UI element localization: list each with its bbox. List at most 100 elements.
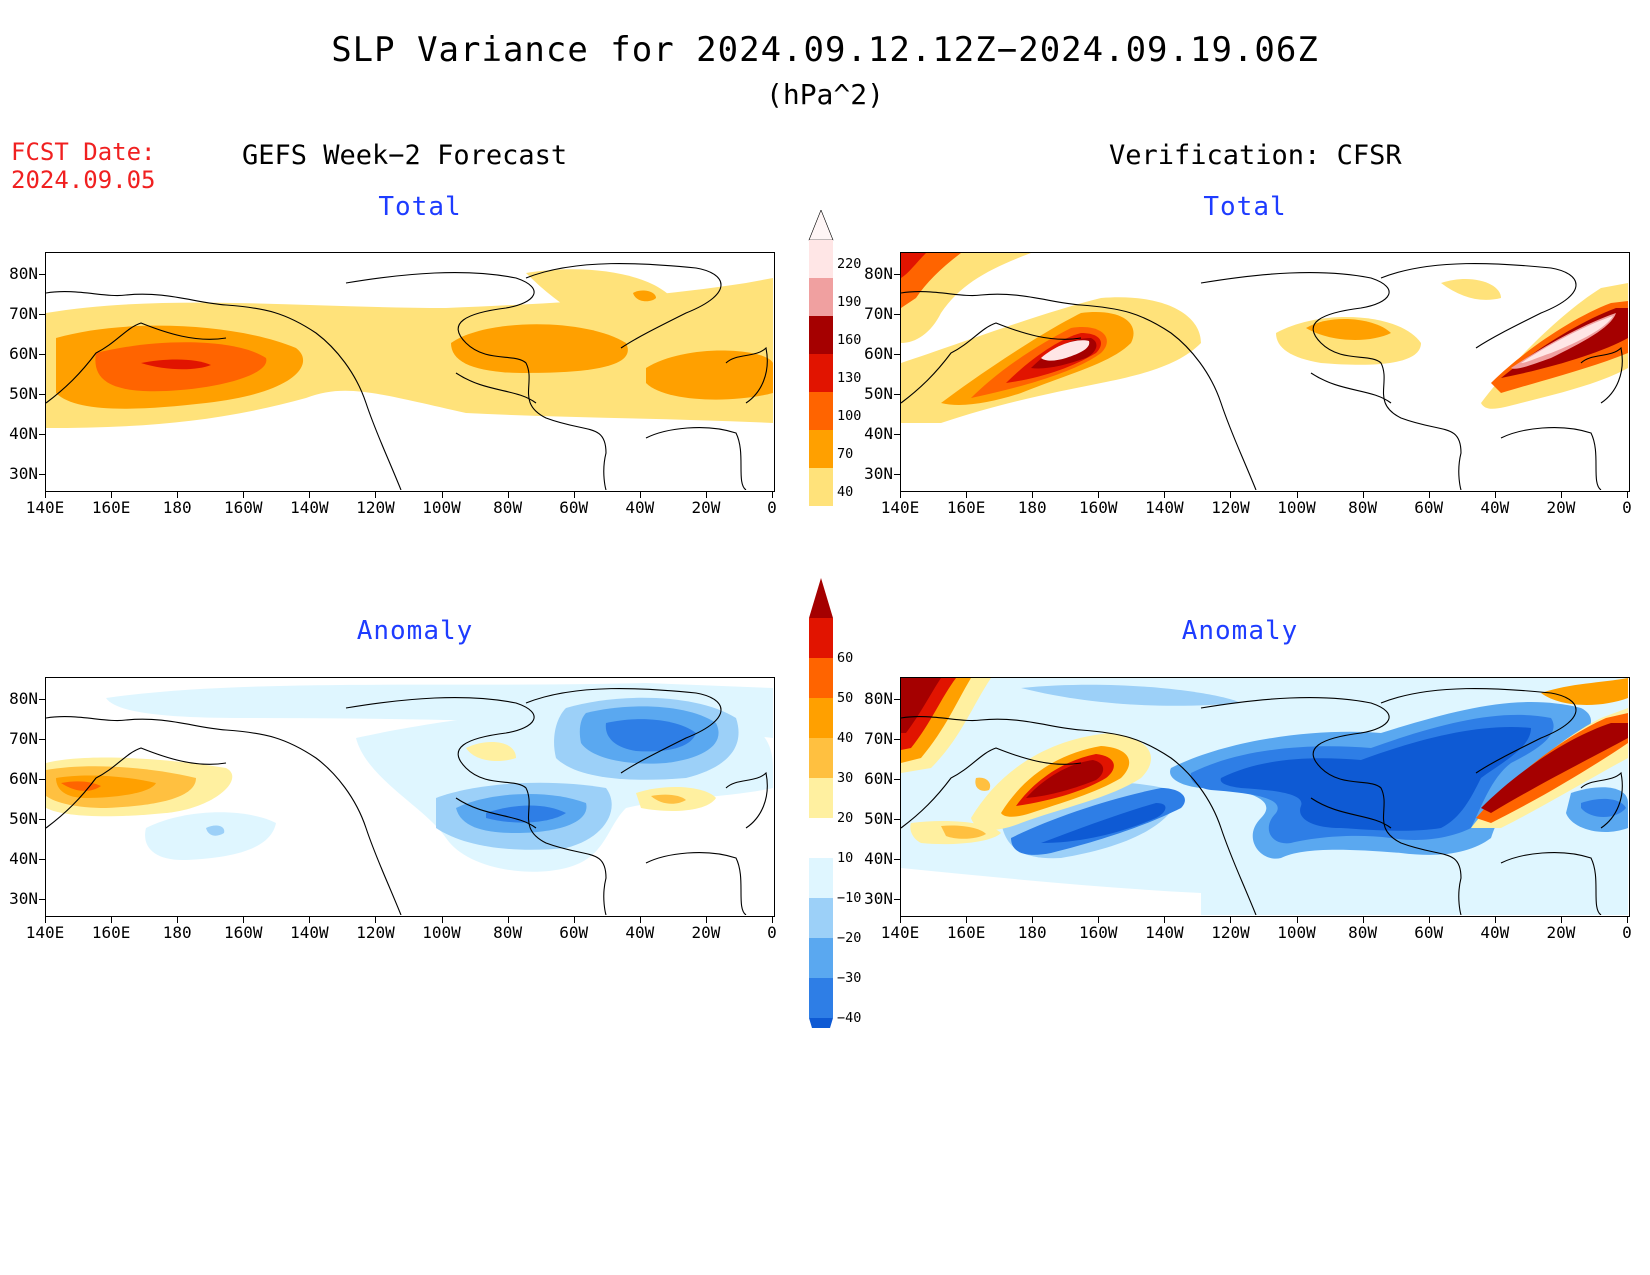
lat-tick-mark <box>894 859 900 860</box>
colorbar-anomaly-level: −20 <box>837 930 862 946</box>
lat-tick-mark <box>39 314 45 315</box>
colorbar-anomaly: 60 50 40 30 20 10 −10 −20 −30 −40 <box>805 578 885 1028</box>
forecast-date-value: 2024.09.05 <box>11 166 156 194</box>
lon-tick-verification-anomaly: 100W <box>1277 923 1316 942</box>
colorbar-anomaly-level: −10 <box>837 890 862 906</box>
lon-tick-verification-total: 80W <box>1348 498 1378 517</box>
colorbar-swatch <box>809 278 833 316</box>
lon-tick-verification-total: 120W <box>1211 498 1250 517</box>
lat-tick-mark <box>894 699 900 700</box>
lon-tick-forecast-total: 80W <box>493 498 523 517</box>
chart-title: SLP Variance for 2024.09.12.12Z−2024.09.… <box>331 30 1319 70</box>
lat-tick-mark <box>894 899 900 900</box>
lat-tick-verification-anomaly: 60N <box>864 769 893 788</box>
lat-tick-forecast-total: 50N <box>9 384 38 403</box>
lat-tick-mark <box>39 394 45 395</box>
colorbar-swatch <box>809 698 833 738</box>
lat-tick-forecast-anomaly: 40N <box>9 849 38 868</box>
lon-tick-forecast-anomaly: 160E <box>91 923 131 942</box>
lat-tick-mark <box>894 819 900 820</box>
lon-tick-forecast-total: 160W <box>224 498 263 517</box>
lon-tick-mark <box>1230 917 1232 923</box>
lat-tick-forecast-anomaly: 80N <box>9 689 38 708</box>
lon-tick-forecast-anomaly: 80W <box>493 923 523 942</box>
forecast-date: FCST Date: 2024.09.05 <box>11 138 156 194</box>
lon-tick-mark <box>111 492 113 498</box>
lon-tick-forecast-anomaly: 20W <box>691 923 721 942</box>
lon-tick-mark <box>1627 492 1628 498</box>
lon-tick-mark <box>900 917 901 923</box>
lon-tick-verification-total: 60W <box>1414 498 1444 517</box>
lon-tick-verification-total: 100W <box>1277 498 1316 517</box>
lon-tick-verification-anomaly: 160E <box>946 923 986 942</box>
lat-tick-verification-anomaly: 80N <box>864 689 893 708</box>
lon-tick-forecast-total: 160E <box>91 498 131 517</box>
lon-tick-forecast-anomaly: 100W <box>422 923 461 942</box>
lat-tick-mark <box>894 434 900 435</box>
lon-tick-forecast-anomaly: 140E <box>25 923 65 942</box>
lat-tick-forecast-total: 60N <box>9 344 38 363</box>
lon-tick-verification-total: 140W <box>1145 498 1184 517</box>
lat-tick-mark <box>894 779 900 780</box>
right-heading: Verification: CFSR <box>1109 140 1402 171</box>
lon-tick-mark <box>243 492 245 498</box>
lon-tick-mark <box>507 917 509 923</box>
lon-tick-mark <box>177 917 179 923</box>
lon-tick-mark <box>441 492 443 498</box>
lat-tick-mark <box>39 354 45 355</box>
map-verification-total <box>900 252 1630 492</box>
colorbar-anomaly-level: 40 <box>837 730 854 746</box>
lon-tick-mark <box>1032 492 1034 498</box>
left-heading: GEFS Week−2 Forecast <box>242 140 568 171</box>
colorbar-total-level: 190 <box>837 294 862 310</box>
lon-tick-mark <box>573 492 575 498</box>
lon-tick-forecast-anomaly: 140W <box>290 923 329 942</box>
lon-tick-mark <box>309 492 311 498</box>
panel-label-verification-anomaly: Anomaly <box>1181 616 1299 646</box>
lat-tick-forecast-anomaly: 70N <box>9 729 38 748</box>
lat-tick-mark <box>39 274 45 275</box>
lat-tick-mark <box>39 739 45 740</box>
lon-tick-forecast-anomaly: 120W <box>356 923 395 942</box>
lon-tick-forecast-anomaly: 160W <box>224 923 263 942</box>
lon-tick-verification-anomaly: 40W <box>1480 923 1510 942</box>
lat-tick-mark <box>39 859 45 860</box>
lon-tick-verification-anomaly: 120W <box>1211 923 1250 942</box>
colorbar-total-level: 220 <box>837 256 862 272</box>
lon-tick-mark <box>1560 492 1562 498</box>
colorbar-total-level: 160 <box>837 332 862 348</box>
lon-tick-mark <box>243 917 245 923</box>
colorbar-end-triangle <box>808 210 834 241</box>
lat-tick-forecast-total: 70N <box>9 304 38 323</box>
colorbar-anomaly-level: −40 <box>837 1010 862 1026</box>
lat-tick-mark <box>39 699 45 700</box>
colorbar-swatch <box>809 354 833 392</box>
units-label: (hPa^2) <box>765 78 884 111</box>
colorbar-swatch <box>809 898 833 938</box>
lon-tick-forecast-total: 0 <box>767 498 777 517</box>
colorbar-end-triangle <box>809 1018 833 1028</box>
lat-tick-forecast-anomaly: 30N <box>9 889 38 908</box>
lat-tick-mark <box>39 434 45 435</box>
lat-tick-verification-total: 80N <box>864 264 893 283</box>
lat-tick-verification-total: 50N <box>864 384 893 403</box>
lon-tick-forecast-total: 140W <box>290 498 329 517</box>
lon-tick-mark <box>1296 917 1298 923</box>
lon-tick-mark <box>966 492 968 498</box>
lon-tick-forecast-total: 120W <box>356 498 395 517</box>
colorbar-total-level: 40 <box>837 484 854 500</box>
lon-tick-verification-total: 140E <box>880 498 920 517</box>
lon-tick-verification-anomaly: 140E <box>880 923 920 942</box>
colorbar-total-level: 130 <box>837 370 862 386</box>
colorbar-swatch <box>809 978 833 1018</box>
colorbar-total: 220 190 160 130 100 70 40 <box>805 210 885 540</box>
lon-tick-verification-anomaly: 140W <box>1145 923 1184 942</box>
lon-tick-mark <box>966 917 968 923</box>
colorbar-anomaly-level: −30 <box>837 970 862 986</box>
lat-tick-forecast-total: 80N <box>9 264 38 283</box>
lat-tick-verification-total: 30N <box>864 464 893 483</box>
colorbar-swatch <box>809 468 833 506</box>
lon-tick-forecast-total: 180 <box>162 498 192 517</box>
lon-tick-mark <box>1494 492 1496 498</box>
lon-tick-mark <box>772 917 773 923</box>
